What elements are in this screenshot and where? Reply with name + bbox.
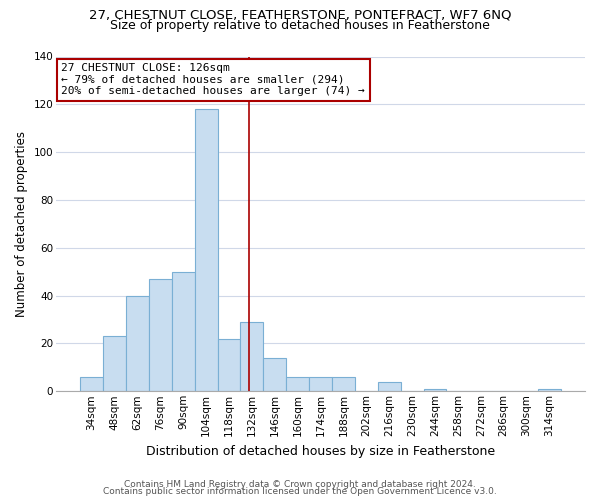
Y-axis label: Number of detached properties: Number of detached properties bbox=[15, 131, 28, 317]
Bar bbox=[286, 377, 309, 392]
Text: 27, CHESTNUT CLOSE, FEATHERSTONE, PONTEFRACT, WF7 6NQ: 27, CHESTNUT CLOSE, FEATHERSTONE, PONTEF… bbox=[89, 9, 511, 22]
Bar bbox=[241, 322, 263, 392]
Bar bbox=[538, 389, 561, 392]
Bar bbox=[332, 377, 355, 392]
Bar bbox=[424, 389, 446, 392]
Bar bbox=[218, 338, 241, 392]
Text: Contains HM Land Registry data © Crown copyright and database right 2024.: Contains HM Land Registry data © Crown c… bbox=[124, 480, 476, 489]
Bar bbox=[103, 336, 126, 392]
Text: Size of property relative to detached houses in Featherstone: Size of property relative to detached ho… bbox=[110, 19, 490, 32]
X-axis label: Distribution of detached houses by size in Featherstone: Distribution of detached houses by size … bbox=[146, 444, 495, 458]
Text: 27 CHESTNUT CLOSE: 126sqm
← 79% of detached houses are smaller (294)
20% of semi: 27 CHESTNUT CLOSE: 126sqm ← 79% of detac… bbox=[61, 63, 365, 96]
Bar bbox=[263, 358, 286, 392]
Bar bbox=[126, 296, 149, 392]
Bar bbox=[194, 109, 218, 392]
Bar bbox=[309, 377, 332, 392]
Bar bbox=[149, 279, 172, 392]
Bar bbox=[378, 382, 401, 392]
Bar bbox=[172, 272, 194, 392]
Bar bbox=[80, 377, 103, 392]
Text: Contains public sector information licensed under the Open Government Licence v3: Contains public sector information licen… bbox=[103, 487, 497, 496]
